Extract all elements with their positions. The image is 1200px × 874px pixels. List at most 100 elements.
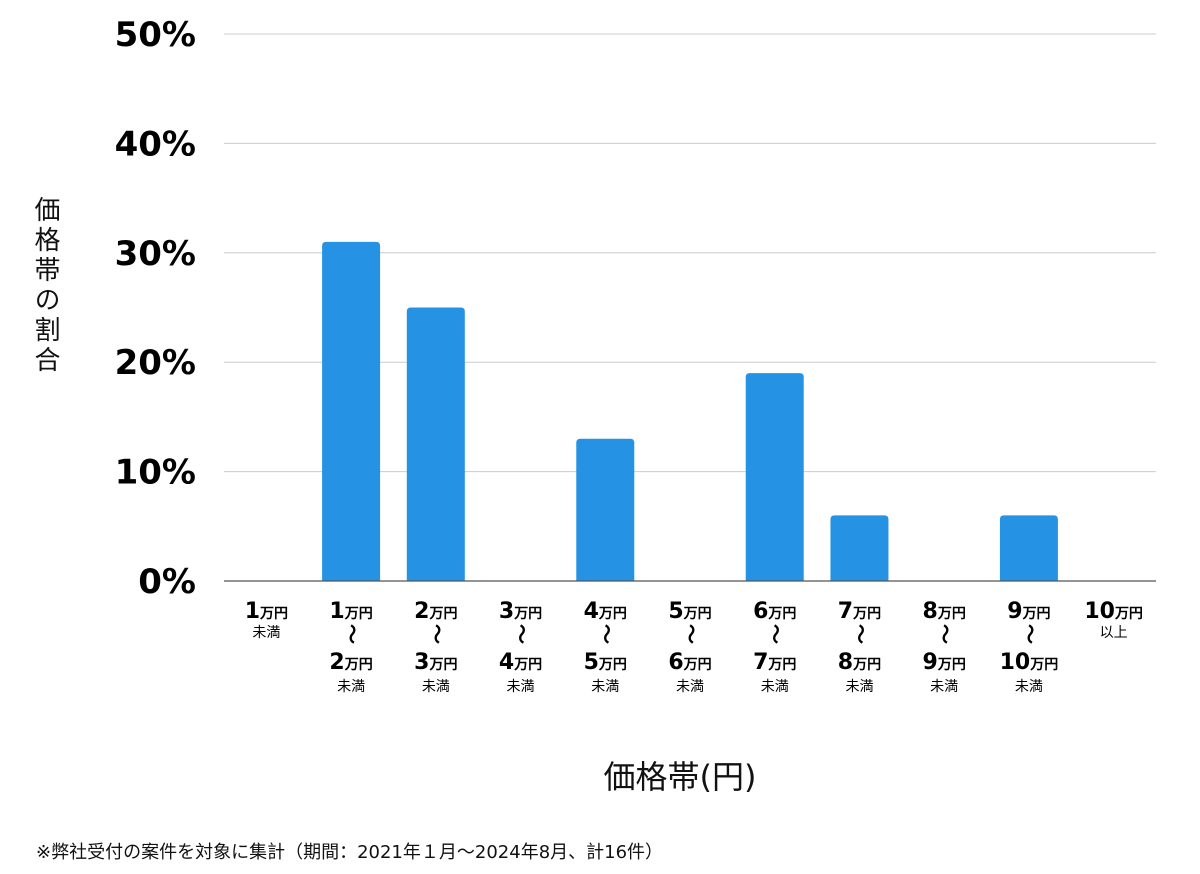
category-unit: 万円 xyxy=(513,606,542,622)
category-amount: 6万円 xyxy=(668,650,711,675)
category-number: 3 xyxy=(414,650,429,675)
category-number: 1 xyxy=(329,599,344,624)
category-amount: 4万円 xyxy=(584,599,627,624)
category-suffix: 未満 xyxy=(1015,679,1043,695)
category-number: 8 xyxy=(923,599,938,624)
category-unit: 万円 xyxy=(852,657,881,673)
category-number: 1 xyxy=(245,599,260,624)
category-amount: 7万円 xyxy=(753,650,796,675)
category-amount: 1万円 xyxy=(329,599,372,624)
category-amount: 10万円 xyxy=(1084,599,1143,624)
category-number: 10 xyxy=(1000,650,1031,675)
bar xyxy=(576,438,635,581)
category-amount: 3万円 xyxy=(414,650,457,675)
category-number: 4 xyxy=(499,650,514,675)
category-unit: 万円 xyxy=(852,606,881,622)
category-number: 5 xyxy=(668,599,683,624)
category-number: 2 xyxy=(414,599,429,624)
category-amount: 9万円 xyxy=(1007,599,1050,624)
category-number: 6 xyxy=(668,650,683,675)
bar xyxy=(999,515,1058,581)
category-unit: 万円 xyxy=(259,606,288,622)
bar xyxy=(322,241,381,582)
range-mark: 〜 xyxy=(679,624,703,644)
category-amount: 8万円 xyxy=(923,599,966,624)
category-number: 4 xyxy=(584,599,599,624)
category-amount: 2万円 xyxy=(329,650,372,675)
category-suffix: 未満 xyxy=(761,679,789,695)
category-unit: 万円 xyxy=(1029,657,1058,673)
range-mark: 〜 xyxy=(425,624,449,644)
category-amount: 3万円 xyxy=(499,599,542,624)
y-tick-label: 50% xyxy=(115,15,196,55)
category-unit: 万円 xyxy=(767,657,796,673)
x-axis-title: 価格帯(円) xyxy=(603,758,757,796)
category-unit: 万円 xyxy=(428,657,457,673)
y-tick-label: 40% xyxy=(115,124,196,164)
category-suffix: 未満 xyxy=(676,679,704,695)
bar xyxy=(830,515,889,581)
category-number: 9 xyxy=(1007,599,1022,624)
category-amount: 1万円 xyxy=(245,599,288,624)
category-number: 8 xyxy=(838,650,853,675)
range-mark: 〜 xyxy=(933,624,957,644)
category-unit: 万円 xyxy=(513,657,542,673)
category-unit: 万円 xyxy=(598,657,627,673)
range-mark: 〜 xyxy=(510,624,534,644)
y-axis-title: 価格帯の割合 xyxy=(30,196,60,376)
category-number: 7 xyxy=(753,650,768,675)
y-axis-tick-labels: 0% 10% 20% 30% 40% 50% xyxy=(115,15,196,602)
category-unit: 万円 xyxy=(344,606,373,622)
category-suffix: 未満 xyxy=(930,679,958,695)
category-suffix: 未満 xyxy=(422,679,450,695)
footnote: ※弊社受付の案件を対象に集計（期間：2021年１月〜2024年8月、計16件） xyxy=(36,842,664,863)
category-suffix: 未満 xyxy=(591,679,619,695)
category-amount: 5万円 xyxy=(668,599,711,624)
category-unit: 万円 xyxy=(683,657,712,673)
category-unit: 万円 xyxy=(767,606,796,622)
category-number: 7 xyxy=(838,599,853,624)
category-unit: 万円 xyxy=(937,606,966,622)
category-unit: 万円 xyxy=(937,657,966,673)
category-suffix: 未満 xyxy=(337,679,365,695)
category-suffix: 未満 xyxy=(845,679,873,695)
category-amount: 9万円 xyxy=(923,650,966,675)
category-suffix: 未満 xyxy=(252,625,280,641)
y-tick-label: 20% xyxy=(115,343,196,383)
category-suffix: 未満 xyxy=(507,679,535,695)
y-tick-label: 0% xyxy=(138,562,196,602)
category-unit: 万円 xyxy=(683,606,712,622)
category-unit: 万円 xyxy=(344,657,373,673)
category-amount: 10万円 xyxy=(1000,650,1059,675)
bars xyxy=(322,241,1058,582)
range-mark: 〜 xyxy=(594,624,618,644)
category-number: 9 xyxy=(923,650,938,675)
category-unit: 万円 xyxy=(1114,606,1143,622)
range-mark: 〜 xyxy=(340,624,364,644)
category-suffix: 以上 xyxy=(1100,625,1128,641)
y-tick-label: 30% xyxy=(115,234,196,274)
category-number: 3 xyxy=(499,599,514,624)
category-unit: 万円 xyxy=(1022,606,1051,622)
category-unit: 万円 xyxy=(598,606,627,622)
category-number: 10 xyxy=(1084,599,1115,624)
category-number: 6 xyxy=(753,599,768,624)
category-amount: 8万円 xyxy=(838,650,881,675)
x-axis-category-labels: 1万円未満1万円〜2万円未満2万円〜3万円未満3万円〜4万円未満4万円〜5万円未… xyxy=(245,599,1143,695)
range-mark: 〜 xyxy=(848,624,872,644)
category-amount: 6万円 xyxy=(753,599,796,624)
category-amount: 4万円 xyxy=(499,650,542,675)
bar xyxy=(406,307,465,581)
category-number: 2 xyxy=(329,650,344,675)
